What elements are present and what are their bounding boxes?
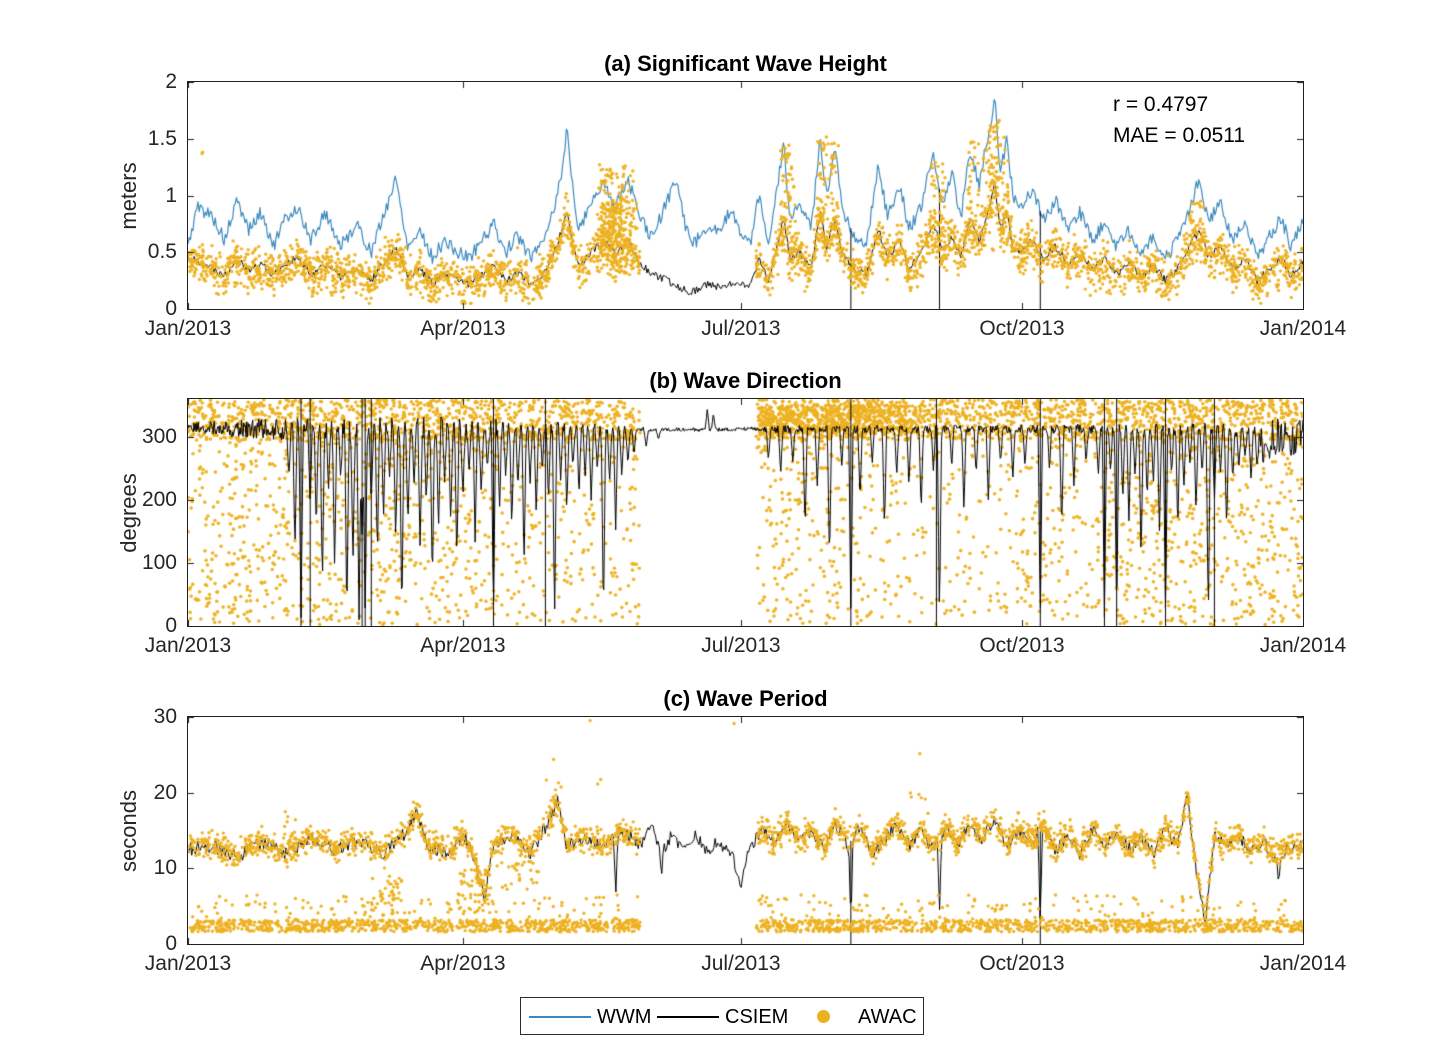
y-tick-label: 1.5	[147, 126, 177, 150]
y-tick-label: 300	[141, 424, 177, 448]
legend-wwm-line-sample	[529, 1016, 591, 1018]
legend-csiem-line-sample	[657, 1016, 719, 1018]
y-tick-label: 1	[165, 183, 177, 207]
subplot-a-plot-area: r = 0.4797 MAE = 0.0511	[187, 81, 1304, 310]
y-tick-label: 100	[141, 550, 177, 574]
x-tick-label: Oct/2013	[979, 952, 1065, 975]
stat-r: r = 0.4797	[1113, 93, 1209, 116]
subplot-c-canvas	[188, 717, 1303, 944]
legend-wwm-label: WWM	[597, 1006, 652, 1028]
x-tick-label: Jan/2013	[144, 317, 232, 340]
y-tick-label: 10	[153, 856, 177, 880]
subplot-b-plot-area	[187, 398, 1304, 627]
stat-mae: MAE = 0.0511	[1113, 124, 1246, 147]
x-tick-label: Jul/2013	[701, 952, 781, 975]
legend-csiem-label: CSIEM	[725, 1006, 789, 1028]
y-tick-label: 2	[165, 70, 177, 93]
x-tick-label: Jan/2014	[1259, 317, 1347, 340]
x-tick-label: Apr/2013	[420, 952, 506, 975]
x-tick-label: Apr/2013	[420, 317, 506, 340]
y-tick-label: 0	[165, 614, 177, 637]
x-tick-label: Jan/2014	[1259, 952, 1347, 975]
subplot-b-ylabel: degrees	[116, 472, 141, 553]
subplot-a-title: (a) Significant Wave Height	[604, 51, 887, 76]
x-tick-label: Jul/2013	[701, 634, 781, 657]
stats-annotation: r = 0.4797 MAE = 0.0511	[1113, 89, 1245, 151]
subplot-b-canvas	[188, 399, 1303, 626]
y-tick-label: 200	[141, 487, 177, 511]
subplot-b-title: (b) Wave Direction	[649, 368, 842, 393]
x-tick-label: Jan/2014	[1259, 634, 1347, 657]
subplot-a-canvas	[188, 82, 1303, 309]
legend: WWM CSIEM AWAC	[520, 997, 924, 1035]
legend-awac-label: AWAC	[858, 1006, 917, 1028]
x-tick-label: Jul/2013	[701, 317, 781, 340]
y-tick-label: 0.5	[147, 240, 177, 264]
y-tick-label: 20	[153, 780, 177, 804]
subplot-c-plot-area	[187, 716, 1304, 945]
x-tick-label: Oct/2013	[979, 317, 1065, 340]
y-tick-label: 30	[153, 705, 177, 728]
x-tick-label: Oct/2013	[979, 634, 1065, 657]
y-tick-label: 0	[165, 297, 177, 320]
x-tick-label: Apr/2013	[420, 634, 506, 657]
x-tick-label: Jan/2013	[144, 634, 232, 657]
y-tick-label: 0	[165, 932, 177, 955]
legend-awac-dot-marker	[817, 1010, 830, 1023]
subplot-c-title: (c) Wave Period	[663, 686, 828, 711]
x-tick-label: Jan/2013	[144, 952, 232, 975]
